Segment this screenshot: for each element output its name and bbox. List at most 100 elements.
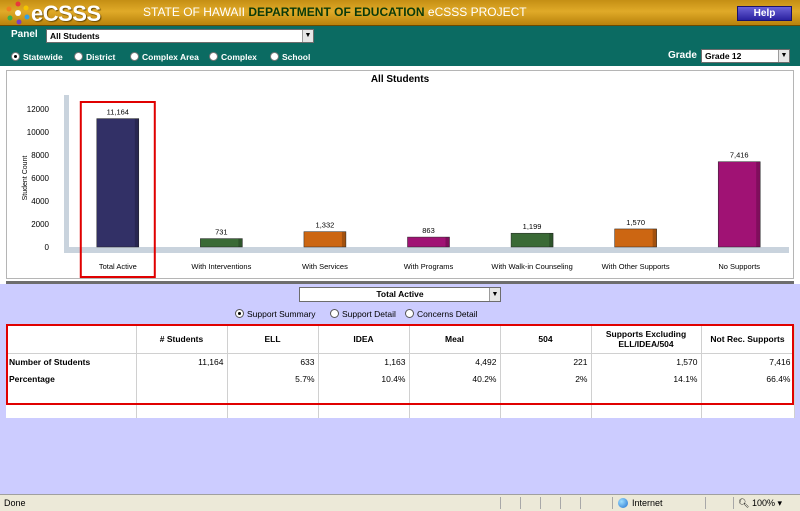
filter-bar: Panel All Students ▼ Statewide District …	[0, 26, 800, 66]
header-title-suffix: eCSSS PROJECT	[424, 5, 527, 19]
bar-value-label: 7,416	[730, 151, 749, 160]
security-zone: Internet	[618, 498, 663, 508]
table-cell: 2%	[500, 370, 592, 387]
radio-label: Complex Area	[142, 52, 199, 62]
status-separator	[500, 497, 501, 509]
table-header[interactable]: IDEA	[318, 325, 410, 353]
bar-with-interventions	[200, 238, 243, 248]
table-cell: 66.4%	[701, 370, 795, 387]
radio-school[interactable]: School	[270, 52, 310, 62]
bar-with-services	[303, 231, 347, 248]
table-cell	[500, 404, 592, 418]
radio-district[interactable]: District	[74, 52, 115, 62]
bar-shade	[445, 237, 450, 247]
bar-chart: Student Count 0 2000 4000 6000 8000 10000 12000…	[22, 95, 789, 278]
help-button[interactable]: Help	[737, 6, 792, 21]
table-cell	[6, 387, 137, 404]
radio-label: Support Summary	[247, 309, 316, 319]
chevron-down-icon[interactable]: ▼	[778, 50, 789, 62]
radio-label: Support Detail	[342, 309, 396, 319]
y-tick-label: 2000	[31, 220, 49, 229]
radio-selected-icon	[11, 52, 20, 61]
table-header[interactable]: Meal	[409, 325, 501, 353]
table-cell: 4,492	[409, 353, 501, 370]
zoom-control[interactable]: 🔍︎ 100% ▾	[738, 498, 782, 509]
chevron-down-icon[interactable]: ▼	[302, 30, 313, 42]
radio-unselected-icon	[330, 309, 339, 318]
table-cell	[591, 387, 702, 404]
y-tick-label: 8000	[31, 151, 49, 160]
table-header[interactable]: 504	[500, 325, 592, 353]
table-cell: 633	[227, 353, 319, 370]
bar-shade	[134, 118, 139, 247]
table-header[interactable]: Supports Excluding ELL/IDEA/504	[591, 325, 702, 353]
radio-unselected-icon	[270, 52, 279, 61]
bar-with-other-supports	[614, 228, 657, 248]
table-cell: 5.7%	[227, 370, 319, 387]
radio-unselected-icon	[405, 309, 414, 318]
radio-statewide[interactable]: Statewide	[11, 52, 63, 62]
table-cell	[591, 404, 702, 418]
table-cell: 11,164	[136, 353, 228, 370]
header-title: STATE OF HAWAII DEPARTMENT OF EDUCATION …	[143, 5, 527, 19]
radio-support-detail[interactable]: Support Detail	[330, 309, 396, 319]
status-text: Done	[4, 498, 26, 508]
bar-total-active	[96, 118, 140, 248]
grade-select[interactable]: Grade 12 ▼	[701, 49, 790, 63]
bar-value-label: 863	[422, 226, 435, 235]
radio-complex-area[interactable]: Complex Area	[130, 52, 199, 62]
y-tick-label: 0	[45, 243, 50, 252]
header-title-dept: DEPARTMENT OF EDUCATION	[248, 5, 425, 19]
app-logo: eCSSS	[6, 1, 136, 26]
support-summary-table: # Students ELL IDEA Meal 504 Supports Ex…	[6, 325, 795, 418]
table-row: Percentage 5.7% 10.4% 40.2% 2% 14.1% 66.…	[6, 370, 795, 387]
x-tick-label: Total Active	[99, 262, 137, 271]
status-separator	[520, 497, 521, 509]
grade-select-value: Grade 12	[705, 51, 742, 61]
table-cell	[409, 404, 501, 418]
zoom-level: 100%	[751, 498, 775, 508]
chevron-down-icon[interactable]: ▼	[489, 288, 500, 301]
chevron-down-icon: ▾	[777, 498, 783, 508]
x-tick-label: With Programs	[404, 262, 454, 271]
table-header[interactable]: # Students	[136, 325, 228, 353]
bar-with-programs	[407, 236, 450, 248]
radio-support-summary[interactable]: Support Summary	[235, 309, 316, 319]
view-select-value: Total Active	[376, 289, 424, 299]
radio-unselected-icon	[209, 52, 218, 61]
selected-bar-highlight	[79, 101, 156, 278]
panel-divider[interactable]	[6, 281, 794, 284]
table-cell	[6, 404, 137, 418]
status-separator	[580, 497, 581, 509]
radio-complex[interactable]: Complex	[209, 52, 257, 62]
row-label: Percentage	[6, 370, 137, 387]
table-cell: 7,416	[701, 353, 795, 370]
table-header	[6, 325, 137, 353]
table-cell	[500, 387, 592, 404]
row-label: Number of Students	[6, 353, 137, 370]
table-row: Number of Students 11,164 633 1,163 4,49…	[6, 353, 795, 370]
table-cell	[227, 404, 319, 418]
panel-select[interactable]: All Students ▼	[46, 29, 314, 43]
chart-panel: All Students Student Count 0 2000 4000 6000 8…	[6, 70, 794, 279]
radio-label: Concerns Detail	[417, 309, 478, 319]
view-select[interactable]: Total Active ▼	[299, 287, 501, 302]
bar-shade	[652, 228, 657, 247]
y-tick-label: 10000	[27, 128, 50, 137]
table-header[interactable]: Not Rec. Supports	[701, 325, 795, 353]
app-header: eCSSS STATE OF HAWAII DEPARTMENT OF EDUC…	[0, 0, 800, 26]
table-cell: 14.1%	[591, 370, 702, 387]
browser-status-bar: Done Internet 🔍︎ 100% ▾	[0, 494, 800, 511]
x-tick-label: With Interventions	[191, 262, 251, 271]
panel-label: Panel	[11, 29, 38, 40]
bar-no-supports	[717, 161, 761, 248]
y-tick-label: 6000	[31, 174, 49, 183]
panel-select-value: All Students	[50, 31, 100, 41]
y-axis-wall	[64, 95, 69, 253]
table-header[interactable]: ELL	[227, 325, 319, 353]
table-row	[6, 387, 795, 404]
status-separator	[705, 497, 706, 509]
radio-concerns-detail[interactable]: Concerns Detail	[405, 309, 477, 319]
detail-panel: Total Active ▼ Support Summary Support D…	[0, 284, 800, 494]
globe-icon	[618, 498, 628, 508]
